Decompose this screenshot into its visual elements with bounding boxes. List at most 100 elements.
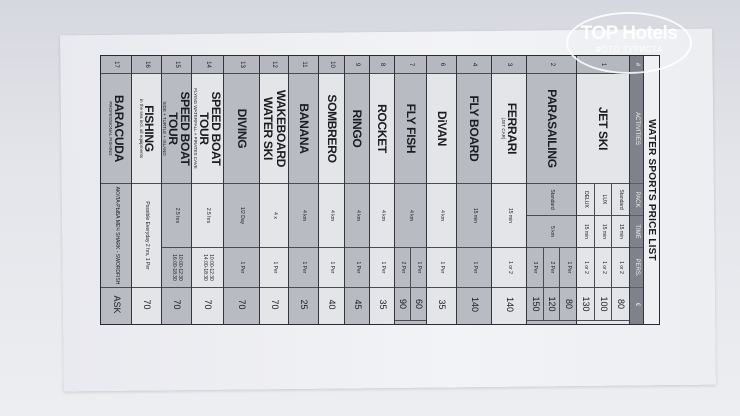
table-row: 7 FLY FISH 4 km 1 Per 60 2 Per 90	[394, 56, 426, 324]
row-number: 3	[492, 56, 526, 74]
activity-title: SPEED BOAT TOUR	[165, 91, 191, 166]
pers-cell: 1 Per	[319, 248, 344, 288]
table-row: 4 FLY BOARD 15 min 1 Per 140	[456, 56, 491, 324]
activity-title: FISHING	[142, 105, 157, 152]
activity-subtitle: SIDE + TURTLE + ISLAND	[162, 101, 168, 156]
pers-cell: 10:00-12:30 16:00-18:30	[162, 248, 191, 288]
time-cell: 4 x	[260, 184, 288, 248]
time-cell: 5 km	[527, 216, 576, 248]
price-cell: 35	[377, 299, 388, 310]
time-cell: 4 km	[289, 184, 318, 248]
activity-name: FLY FISH	[395, 74, 426, 184]
time-cell: 4 km	[395, 184, 426, 248]
pers-cell: 10:00-12:30 14:00-18:30	[192, 248, 223, 288]
price-cell: 35	[437, 299, 448, 310]
price-cell: 80	[560, 288, 576, 321]
table-row: 1 JET SKI Standard 15 min 1 or 2 80 LUX 15 min 1…	[576, 56, 629, 324]
time-cell: 2.5 hrs	[162, 184, 191, 248]
row-number: 14	[192, 56, 223, 74]
time-cell: 4 km	[427, 184, 456, 248]
option-line: 2 Per 90	[395, 248, 410, 321]
table-row: 3 FERRARI (JET CAR) 15 min 1 or 2 140	[491, 56, 526, 324]
table-row: 10 SOMBRERO 4 km 1 Per 40	[318, 56, 344, 324]
activity-name: FERRARI (JET CAR)	[492, 74, 526, 184]
time-cell: 4 km	[370, 184, 394, 248]
pack-cell: Standard	[527, 184, 576, 216]
time-cell: 1/2 Day	[224, 184, 259, 248]
activity-title: JET SKI	[596, 106, 611, 151]
table-row: 15 SPEED BOAT TOUR SIDE + TURTLE + ISLAND 2…	[161, 56, 191, 324]
activity-title: FLY FISH	[403, 103, 418, 154]
price-cell: 70	[237, 299, 248, 310]
pers-cell: 1 or 2	[492, 248, 526, 288]
price-cell: 40	[327, 299, 338, 310]
option-group: 1 Per 60 2 Per 90	[395, 248, 426, 321]
activity-name: FISHING in the sea incl. all equipments	[132, 74, 161, 184]
pers-cell: 2 Per	[543, 248, 560, 288]
activity-name: ROCKET	[370, 74, 394, 184]
row-number: 10	[319, 56, 344, 74]
activity-name: PARASAILING	[527, 74, 576, 184]
activity-title: RINGO	[350, 109, 365, 148]
activity-title: DiVAN	[434, 111, 449, 146]
activity-name: WAKEBOARD WATER SKI	[260, 74, 288, 184]
option-line: 3 Per 150	[526, 248, 543, 321]
pack-cell: LUX	[594, 184, 612, 216]
option-line: Standard 15 min 1 or 2 80	[611, 184, 629, 321]
pack-cell: DELUX	[576, 184, 594, 216]
pers-cell: 3 Per	[526, 248, 543, 288]
price-cell: 120	[543, 288, 560, 321]
row-number: 9	[345, 56, 369, 74]
activity-name: RINGO	[345, 74, 369, 184]
table-row: 16 FISHING in the sea incl. all equipments…	[131, 56, 161, 324]
option-line: DELUX 15 min 1 or 2 130	[576, 184, 594, 321]
activity-title: FERRARI	[504, 102, 519, 155]
pers-cell: АКУЛА-РЫБА МЕЧ SHARK - SWORDFISH	[101, 184, 131, 288]
pers-cell: 1 Per	[457, 248, 491, 288]
activity-subtitle: PROFESSIONAL FISHING	[108, 101, 114, 156]
activity-title: SPEED BOAT TOUR	[196, 91, 223, 166]
pers-cell: 1 or 2	[576, 248, 594, 288]
pers-cell: 1 Per	[345, 248, 369, 288]
row-number: 6	[427, 56, 456, 74]
option-line: 2 Per 120	[542, 248, 560, 321]
header-pack: PACK	[630, 184, 643, 216]
watermark-brand: TOP Hotels	[580, 23, 678, 44]
time-cell: 4 km	[319, 184, 344, 248]
option-line: 1 Per 80	[559, 248, 576, 321]
table-row: 11 BANANA 4 km 1 Per 25	[288, 56, 318, 324]
time-cell: 15 min	[612, 216, 629, 248]
table-row: 8 ROCKET 4 km 1 Per 35	[369, 56, 394, 324]
activity-title: FLY BOARD	[467, 95, 482, 162]
activity-name: FLY BOARD	[457, 74, 491, 184]
row-number: 17	[101, 56, 131, 74]
price-cell: 70	[142, 299, 153, 310]
pers-cell: 1 Per	[411, 248, 426, 288]
activity-name: BARACUDA PROFESSIONAL FISHING	[101, 74, 131, 184]
table-row: 6 DiVAN 4 km 1 Per 35	[426, 56, 456, 324]
activity-name: SPEED BOAT TOUR SIDE + TURTLE + ISLAND	[162, 74, 191, 184]
time-cell: 15 min	[576, 216, 594, 248]
time-cell: 4 km	[345, 184, 369, 248]
pers-cell: 1 Per	[427, 248, 456, 288]
watermark-logo: TOP Hotels ФОТО ТУРИСТА	[566, 12, 692, 74]
price-cell: 140	[504, 296, 515, 313]
header-pers: PERS.	[630, 248, 643, 288]
activity-name: BANANA	[289, 74, 318, 184]
price-cell: 70	[269, 299, 280, 310]
time-cell: 15 min	[594, 216, 612, 248]
header-row: # ACTIVITIES PACK TIME PERS. €	[629, 56, 643, 324]
header-price: €	[633, 302, 640, 307]
header-activities: ACTIVITIES	[630, 74, 643, 184]
row-number: 2	[527, 56, 576, 74]
table-row: 2 PARASAILING Standard 5 km 1 Per 80 2 Per 120 3…	[526, 56, 576, 324]
price-table: WATER SPORTS PRICE LIST # ACTIVITIES PAC…	[100, 55, 660, 325]
row-number: 13	[224, 56, 259, 74]
price-cell: 60	[411, 288, 426, 321]
activity-subtitle: (JET CAR)	[501, 117, 507, 140]
row-number: 8	[370, 56, 394, 74]
row-number: 11	[289, 56, 318, 74]
table-row: 9 RINGO 4 km 1 Per 45	[344, 56, 369, 324]
price-cell: 80	[612, 288, 629, 321]
row-number: 16	[132, 56, 161, 74]
